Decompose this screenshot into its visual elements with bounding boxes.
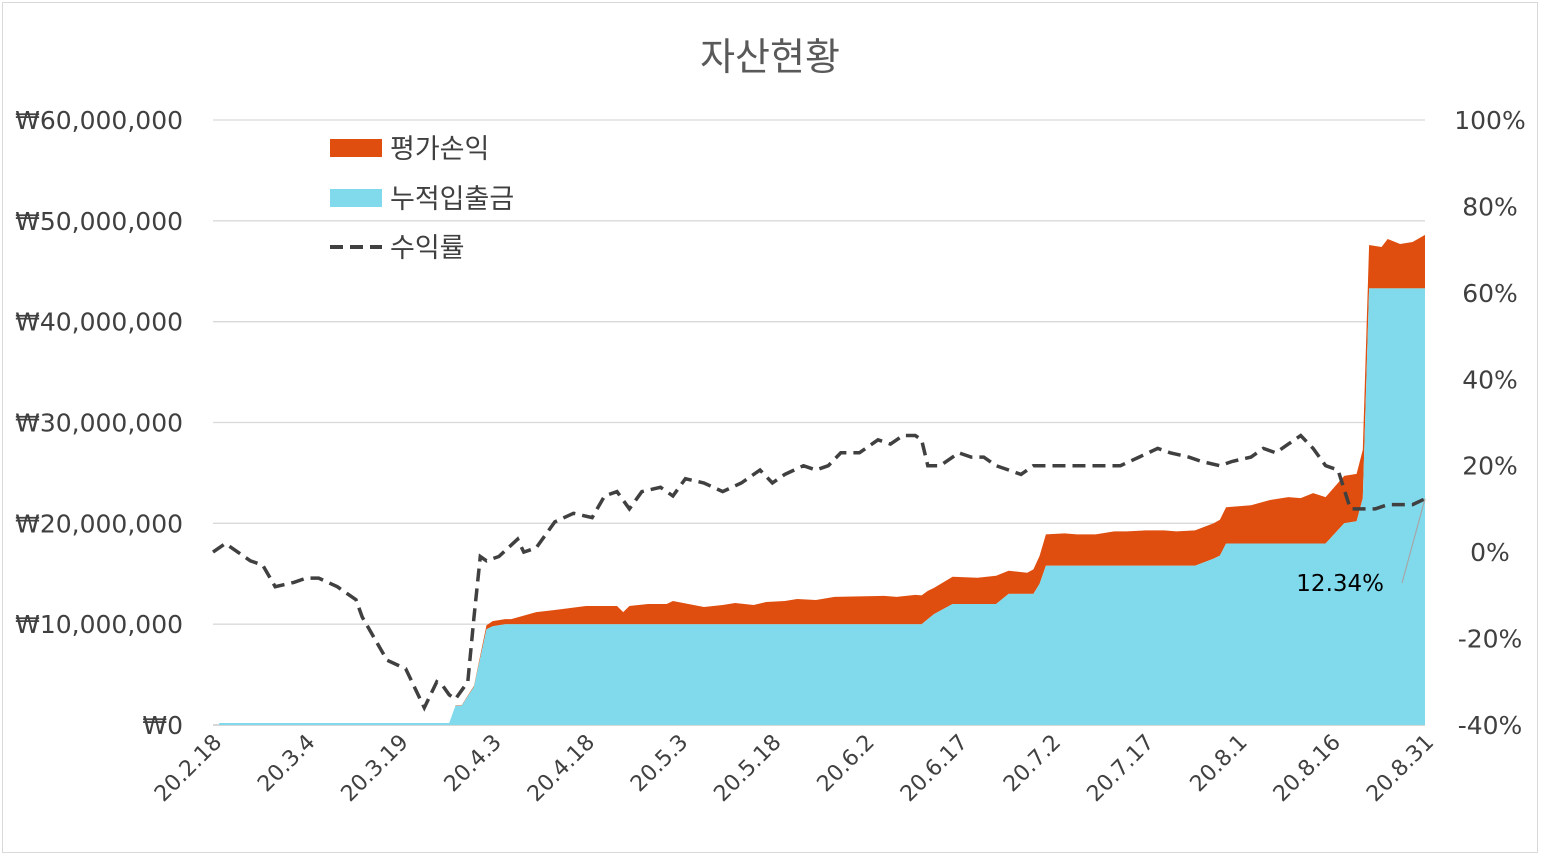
x-tick-label: 20.8.1 bbox=[1186, 730, 1253, 797]
legend-swatch-profit bbox=[330, 139, 382, 157]
y-right-tick-label: 0% bbox=[1470, 538, 1510, 567]
y-right-tick-label: 80% bbox=[1462, 192, 1518, 221]
plot-area bbox=[212, 234, 1426, 725]
x-tick-label: 20.2.18 bbox=[150, 730, 227, 807]
y-right-tick-label: 100% bbox=[1454, 106, 1525, 135]
series-area-deposit bbox=[219, 288, 1426, 725]
y-left-tick-label: ₩20,000,000 bbox=[15, 509, 183, 538]
x-tick-label: 20.8.31 bbox=[1362, 730, 1439, 807]
x-tick-label: 20.4.3 bbox=[440, 730, 507, 797]
x-tick-label: 20.6.17 bbox=[896, 730, 973, 807]
x-tick-label: 20.5.3 bbox=[626, 730, 693, 797]
chart-title: 자산현황 bbox=[700, 35, 840, 79]
x-tick-label: 20.8.16 bbox=[1269, 730, 1346, 807]
x-tick-label: 20.6.2 bbox=[813, 730, 880, 797]
y-axis-right: -40% -20% 0% 20% 40% 60% 80% 100% bbox=[1454, 106, 1525, 740]
annotation-leader-line bbox=[1401, 498, 1426, 584]
legend-swatch-deposit bbox=[330, 189, 382, 207]
x-tick-label: 20.4.18 bbox=[523, 730, 600, 807]
legend-label-profit: 평가손익 bbox=[390, 134, 489, 165]
y-left-tick-label: ₩40,000,000 bbox=[15, 308, 183, 337]
return-annotation: 12.34% bbox=[1296, 498, 1426, 597]
y-right-tick-label: 60% bbox=[1462, 279, 1518, 308]
y-axis-left: ₩0 ₩10,000,000 ₩20,000,000 ₩30,000,000 ₩40,0… bbox=[15, 106, 183, 740]
x-tick-label: 20.5.18 bbox=[709, 730, 786, 807]
annotation-label: 12.34% bbox=[1296, 571, 1384, 597]
y-right-tick-label: -40% bbox=[1458, 711, 1523, 740]
x-tick-label: 20.7.17 bbox=[1082, 730, 1159, 807]
x-tick-label: 20.3.4 bbox=[253, 730, 320, 797]
y-left-tick-label: ₩30,000,000 bbox=[15, 409, 183, 438]
y-left-tick-label: ₩50,000,000 bbox=[15, 207, 183, 236]
y-left-tick-label: ₩0 bbox=[142, 711, 183, 740]
y-left-tick-label: ₩10,000,000 bbox=[15, 610, 183, 639]
y-left-tick-label: ₩60,000,000 bbox=[15, 106, 183, 135]
y-right-tick-label: 20% bbox=[1462, 452, 1518, 481]
x-axis: 20.2.18 20.3.4 20.3.19 20.4.3 20.4.18 20.5.3 2… bbox=[150, 730, 1439, 807]
y-right-tick-label: -20% bbox=[1458, 625, 1523, 654]
series-line-return bbox=[212, 433, 1426, 712]
legend-label-deposit: 누적입출금 bbox=[390, 184, 514, 215]
legend-label-return: 수익률 bbox=[390, 233, 465, 264]
y-right-tick-label: 40% bbox=[1462, 365, 1518, 394]
legend: 평가손익 누적입출금 수익률 bbox=[330, 134, 514, 264]
x-tick-label: 20.3.19 bbox=[337, 730, 414, 807]
x-tick-label: 20.7.2 bbox=[999, 730, 1066, 797]
